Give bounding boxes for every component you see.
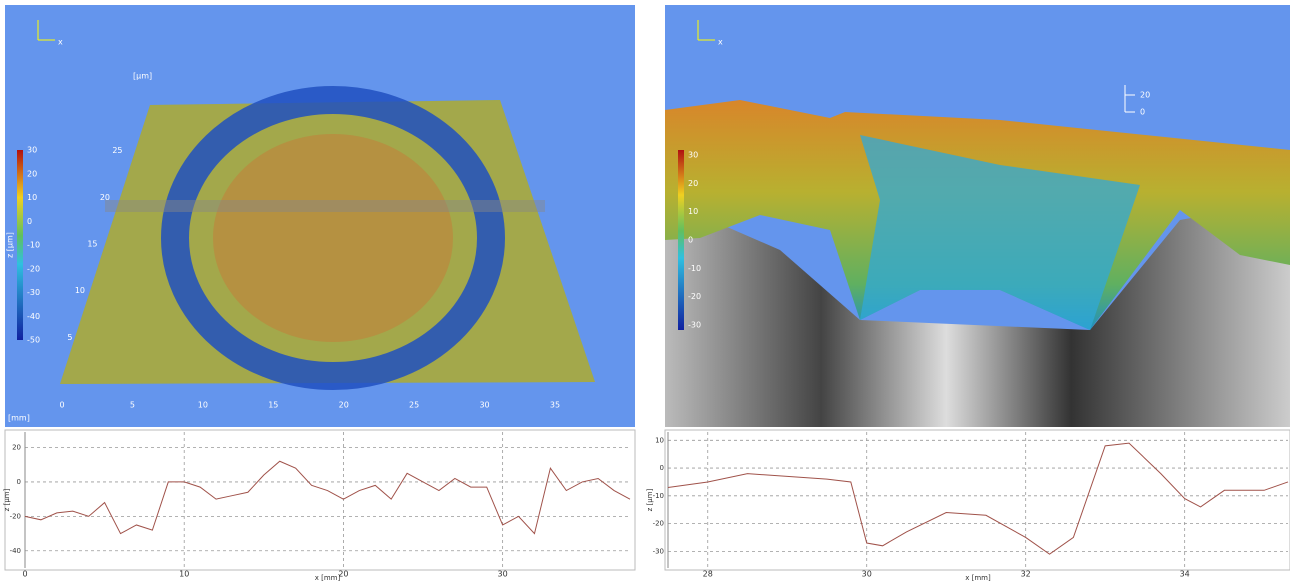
axis-tick: 25 (409, 401, 419, 410)
colorbar-tick: 20 (688, 179, 698, 188)
colorbar-tick: -40 (27, 312, 40, 321)
y-tick-label: 0 (17, 478, 21, 486)
colorbar-tick: -20 (688, 292, 701, 301)
axis-tick: 5 (67, 333, 72, 342)
x-tick-label: 0 (22, 570, 27, 579)
inner (213, 134, 453, 342)
y-axis-label: z [µm] (3, 488, 11, 511)
axis-icon-label: x (718, 38, 723, 47)
axis-tick: 5 (130, 401, 135, 410)
colorbar-tick: 30 (27, 146, 37, 155)
colorbar-tick: 20 (27, 169, 37, 178)
y-tick-label: -20 (10, 512, 21, 520)
x-tick-label: 10 (179, 570, 189, 579)
y-tick-label: 20 (12, 443, 21, 451)
axis-icon-label: x (58, 38, 63, 47)
axis-tick: 25 (112, 146, 122, 155)
colorbar-tick: -50 (27, 336, 40, 345)
colorbar-tick: 10 (688, 207, 698, 216)
scale-label: 0 (1140, 108, 1145, 117)
view-left: x [µm] [mm] z [µm] 30 20 10 0 -10 -20 -30 -40 -5… (5, 5, 635, 427)
x-tick-label: 30 (862, 570, 872, 579)
colorbar-tick: -30 (688, 321, 701, 330)
page: { "views": [ {"axis_icon": "x", "unit_to… (0, 0, 1290, 583)
axis-tick: 10 (75, 286, 85, 295)
axis-tick: 15 (268, 401, 278, 410)
colorbar (17, 150, 23, 340)
scale-label: 20 (1140, 91, 1150, 100)
x-tick-label: 30 (498, 570, 508, 579)
colorbar-label: z [µm] (6, 232, 15, 258)
colorbar-tick: 30 (688, 151, 698, 160)
axis-tick: 0 (59, 401, 64, 410)
axis-tick: 20 (100, 193, 110, 202)
colorbar-tick: 0 (688, 236, 693, 245)
axis-tick: 20 (339, 401, 349, 410)
profile-panel (5, 430, 635, 570)
colorbar-tick: -10 (688, 264, 701, 273)
y-tick-label: -40 (10, 547, 21, 555)
axis-tick: 15 (87, 240, 97, 249)
axis-tick: 10 (198, 401, 208, 410)
y-tick-label: 0 (660, 464, 664, 472)
y-tick-label: -30 (653, 547, 664, 555)
x-tick-label: 34 (1180, 570, 1190, 579)
colorbar-tick: -30 (27, 288, 40, 297)
axis-tick: 30 (479, 401, 489, 410)
colorbar-tick: -10 (27, 241, 40, 250)
y-axis-label: z [µm] (646, 488, 654, 511)
x-tick-label: 32 (1021, 570, 1031, 579)
profile-panel (665, 430, 1290, 570)
view-right: x 30 20 10 0 -10 -20 -30 20 0 (665, 5, 1290, 427)
screen: x [µm] [mm] z [µm] 30 20 10 0 -10 -20 -30 -40 -5… (0, 0, 1290, 583)
colorbar-tick: 0 (27, 217, 32, 226)
unit-label: [mm] (8, 414, 30, 423)
x-axis-label: x [mm] (965, 574, 991, 582)
x-axis-label: x [mm] (315, 574, 341, 582)
x-tick-label: 28 (703, 570, 713, 579)
unit-label: [µm] (133, 72, 152, 81)
colorbar (678, 150, 684, 330)
colorbar-tick: 10 (27, 193, 37, 202)
y-tick-label: -10 (653, 492, 664, 500)
y-tick-label: 10 (655, 436, 664, 444)
axis-tick: 35 (550, 401, 560, 410)
y-tick-label: -20 (653, 520, 664, 528)
profile-band (105, 200, 545, 212)
colorbar-tick: -20 (27, 264, 40, 273)
